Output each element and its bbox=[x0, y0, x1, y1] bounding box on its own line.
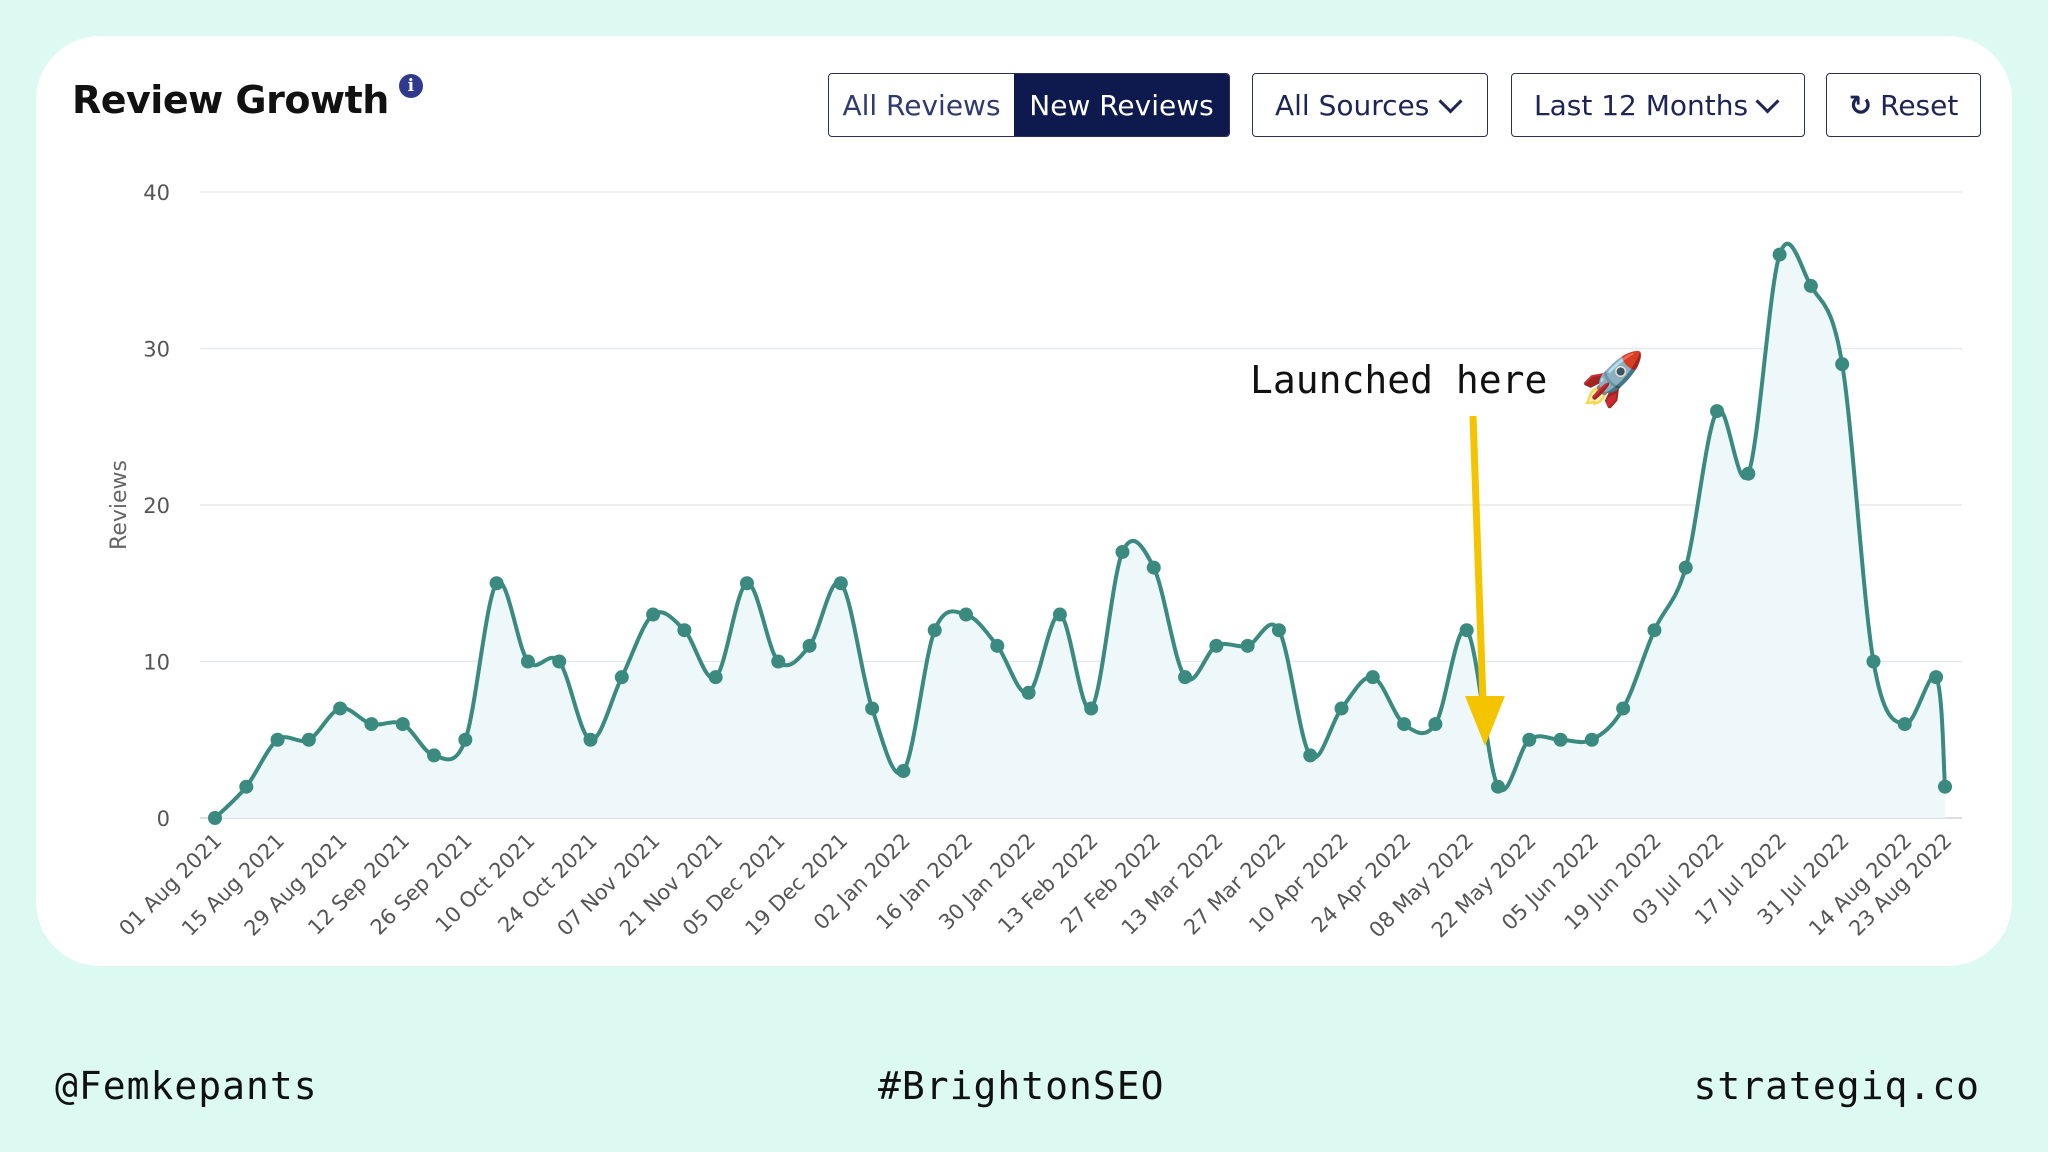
y-axis-title: Reviews bbox=[107, 460, 132, 550]
data-point[interactable] bbox=[333, 701, 348, 716]
footer-handle: @Femkepants bbox=[55, 1064, 318, 1108]
data-point[interactable] bbox=[239, 779, 254, 794]
data-point[interactable] bbox=[1741, 466, 1756, 481]
refresh-icon: ↻ bbox=[1848, 88, 1873, 122]
data-point[interactable] bbox=[520, 654, 535, 669]
data-point[interactable] bbox=[833, 576, 848, 591]
launch-annotation: Launched here 🚀 bbox=[1250, 349, 1645, 746]
data-point[interactable] bbox=[1115, 544, 1130, 559]
y-tick-label: 40 bbox=[143, 181, 170, 205]
area-fill bbox=[215, 243, 1945, 819]
data-point[interactable] bbox=[583, 732, 598, 747]
data-point[interactable] bbox=[552, 654, 567, 669]
data-point[interactable] bbox=[646, 607, 661, 622]
data-point[interactable] bbox=[1084, 701, 1099, 716]
y-tick-label: 20 bbox=[143, 494, 170, 518]
data-point[interactable] bbox=[301, 732, 316, 747]
reset-label: Reset bbox=[1880, 88, 1959, 122]
data-point[interactable] bbox=[771, 654, 786, 669]
data-point[interactable] bbox=[1929, 670, 1944, 685]
data-point[interactable] bbox=[1835, 357, 1850, 372]
data-point[interactable] bbox=[959, 607, 974, 622]
data-point[interactable] bbox=[708, 670, 723, 685]
y-tick-label: 10 bbox=[143, 651, 170, 675]
data-point[interactable] bbox=[1146, 560, 1161, 575]
data-point[interactable] bbox=[1616, 701, 1631, 716]
data-point[interactable] bbox=[364, 717, 379, 732]
data-point[interactable] bbox=[489, 576, 504, 591]
data-point[interactable] bbox=[208, 811, 222, 825]
data-point[interactable] bbox=[677, 623, 692, 638]
date-range-label: Last 12 Months bbox=[1534, 88, 1749, 122]
data-point[interactable] bbox=[1303, 748, 1318, 763]
data-point[interactable] bbox=[1052, 607, 1067, 622]
data-point[interactable] bbox=[1553, 732, 1568, 747]
title-group: Review Growth i bbox=[72, 74, 423, 122]
data-point[interactable] bbox=[1397, 717, 1412, 732]
data-point[interactable] bbox=[739, 576, 754, 591]
data-point[interactable] bbox=[614, 670, 629, 685]
info-icon[interactable]: i bbox=[398, 74, 423, 98]
data-point[interactable] bbox=[1240, 638, 1255, 653]
data-point[interactable] bbox=[1866, 654, 1881, 669]
data-point[interactable] bbox=[1938, 779, 1952, 794]
data-points bbox=[208, 247, 1952, 825]
review-type-toggle: All Reviews New Reviews bbox=[828, 73, 1230, 137]
data-point[interactable] bbox=[1710, 404, 1725, 419]
data-point[interactable] bbox=[1772, 247, 1787, 262]
data-point[interactable] bbox=[1678, 560, 1693, 575]
sources-dropdown-label: All Sources bbox=[1275, 88, 1430, 122]
data-point[interactable] bbox=[865, 701, 880, 716]
data-point[interactable] bbox=[1178, 670, 1193, 685]
data-point[interactable] bbox=[1490, 779, 1505, 794]
y-tick-label: 0 bbox=[157, 807, 170, 831]
date-range-dropdown[interactable]: Last 12 Months bbox=[1511, 73, 1805, 137]
annotation-arrow-shaft bbox=[1469, 415, 1487, 703]
footer-website: strategiq.co bbox=[1693, 1064, 1980, 1108]
data-point[interactable] bbox=[1334, 701, 1349, 716]
footer-hashtag: #BrightonSEO bbox=[878, 1064, 1165, 1108]
data-point[interactable] bbox=[1522, 732, 1537, 747]
page-title: Review Growth bbox=[72, 78, 389, 122]
data-point[interactable] bbox=[802, 638, 817, 653]
data-point[interactable] bbox=[1647, 623, 1662, 638]
data-point[interactable] bbox=[1428, 717, 1443, 732]
new-reviews-button[interactable]: New Reviews bbox=[1014, 74, 1229, 136]
data-point[interactable] bbox=[395, 717, 410, 732]
data-point[interactable] bbox=[427, 748, 442, 763]
data-point[interactable] bbox=[270, 732, 285, 747]
data-point[interactable] bbox=[1271, 623, 1286, 638]
annotation-text: Launched here bbox=[1250, 358, 1547, 402]
y-tick-label: 30 bbox=[143, 338, 170, 362]
data-point[interactable] bbox=[1459, 623, 1474, 638]
data-point[interactable] bbox=[458, 732, 473, 747]
data-point[interactable] bbox=[1209, 638, 1224, 653]
reset-button[interactable]: ↻ Reset bbox=[1826, 73, 1981, 137]
data-point[interactable] bbox=[1365, 670, 1380, 685]
data-point[interactable] bbox=[990, 638, 1005, 653]
data-point[interactable] bbox=[896, 764, 911, 779]
data-point[interactable] bbox=[1021, 685, 1036, 700]
all-reviews-button[interactable]: All Reviews bbox=[842, 88, 1001, 122]
sources-dropdown[interactable]: All Sources bbox=[1252, 73, 1488, 137]
data-point[interactable] bbox=[1803, 278, 1818, 293]
rocket-icon: 🚀 bbox=[1580, 349, 1645, 409]
data-point[interactable] bbox=[927, 623, 942, 638]
y-axis-ticks: 0 10 20 30 40 bbox=[143, 181, 170, 831]
data-point[interactable] bbox=[1584, 732, 1599, 747]
data-point[interactable] bbox=[1897, 717, 1912, 732]
annotation-arrow-head bbox=[1465, 696, 1505, 746]
